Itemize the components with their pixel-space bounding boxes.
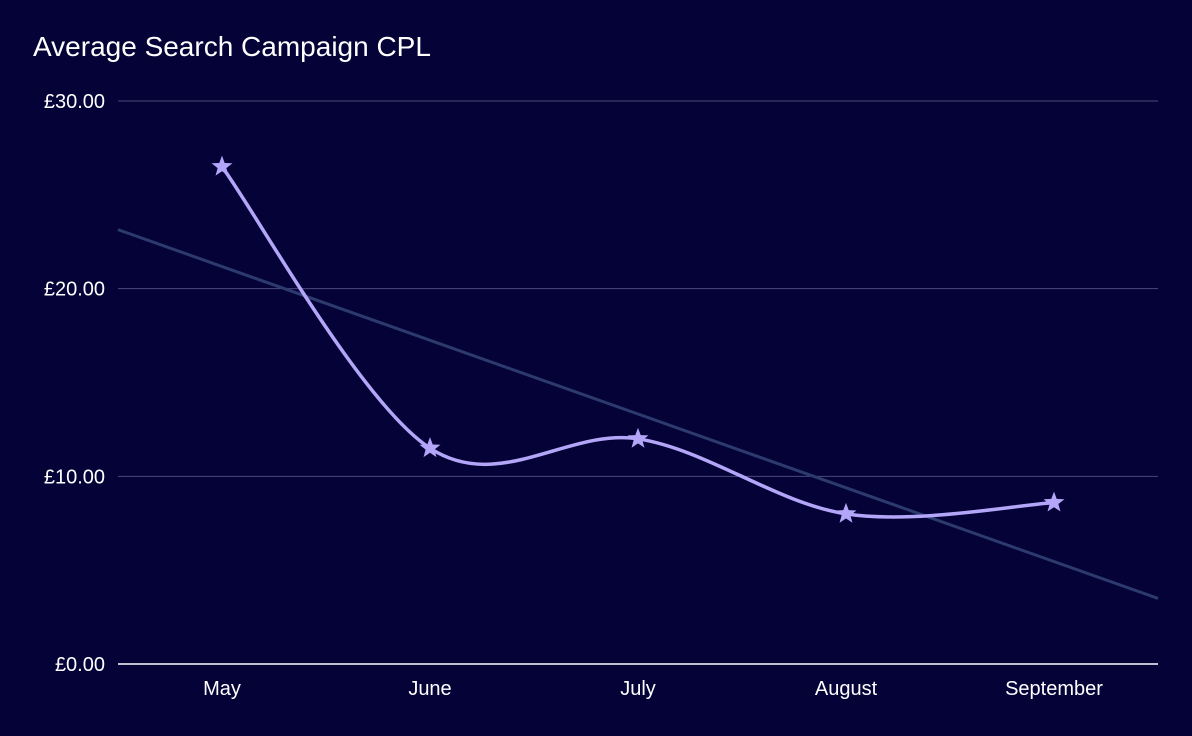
series-lines	[220, 164, 1056, 519]
x-tick-label: September	[1005, 678, 1103, 700]
data-point-star-july	[627, 427, 649, 448]
y-tick-label: £30.00	[44, 91, 105, 113]
x-axis-tick-labels: May June July August September	[203, 678, 1103, 700]
gridlines	[118, 100, 1158, 477]
y-axis-tick-labels: £0.00 £10.00 £20.00 £30.00	[44, 91, 105, 676]
data-point-star-may	[211, 155, 233, 176]
x-tick-label: June	[408, 678, 451, 700]
chart-title: Average Search Campaign CPL	[33, 31, 431, 62]
data-point-star-september	[1043, 491, 1065, 512]
x-tick-label: August	[815, 678, 878, 700]
data-point-star-august	[835, 502, 857, 523]
trendline-line	[117, 228, 1159, 600]
y-tick-label: £10.00	[44, 466, 105, 488]
trendline	[117, 228, 1159, 600]
y-tick-label: £0.00	[55, 654, 105, 676]
data-point-markers	[211, 155, 1065, 523]
x-tick-label: May	[203, 678, 241, 700]
series-line	[220, 164, 1056, 519]
y-tick-label: £20.00	[44, 279, 105, 301]
x-tick-label: July	[620, 678, 656, 700]
data-point-star-june	[419, 437, 441, 458]
